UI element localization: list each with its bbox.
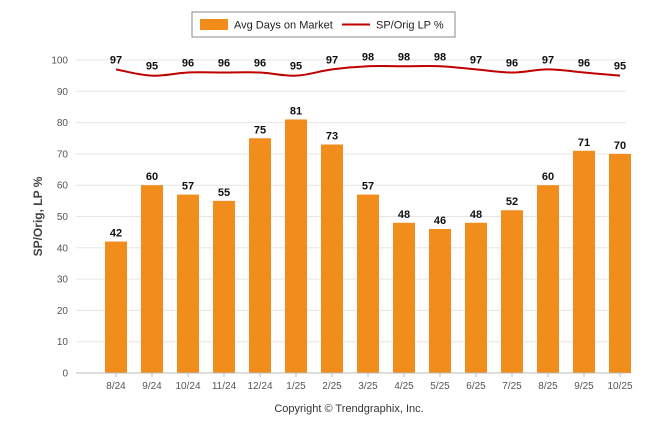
line-value-label: 96 [254,58,266,70]
bar-value-label: 42 [110,228,122,240]
bar-value-label: 73 [326,131,338,143]
legend: Avg Days on Market SP/Orig LP % [191,11,456,38]
bar-value-label: 60 [146,171,158,183]
bar-value-label: 75 [254,124,266,136]
y-tick-label: 0 [62,369,68,380]
bar-3-25 [357,194,379,373]
bar-value-label: 52 [506,196,518,208]
bar-value-label: 55 [218,187,230,199]
axes: 0 10 20 30 40 50 60 70 80 90 100 8/24 9/24 10/24 11/24… [51,56,633,393]
x-tick-label: 2/25 [322,381,342,392]
bar-8-24 [105,241,127,373]
line-value-label: 98 [362,51,374,63]
bar-2-25 [321,144,343,373]
bar-8-25 [537,185,559,373]
y-tick-label: 50 [57,212,69,223]
line-value-label: 97 [326,54,338,66]
bar-value-label: 57 [362,181,374,193]
bar-4-25 [393,222,415,373]
x-tick-label: 3/25 [358,381,378,392]
x-tick-label: 6/25 [466,381,486,392]
x-tick-label: 10/25 [607,381,632,392]
x-tick-label: 1/25 [286,381,306,392]
line-value-label: 98 [434,51,446,63]
y-tick-label: 90 [57,87,69,98]
line-value-label: 96 [182,58,194,70]
x-tick-label: 7/25 [502,381,522,392]
bar-7-25 [501,210,523,373]
x-tick-label: 10/24 [175,381,200,392]
x-tick-label: 8/24 [106,381,126,392]
bar-value-label: 81 [290,105,302,117]
x-tick-label: 12/24 [247,381,272,392]
legend-box [191,11,456,38]
y-tick-label: 80 [57,118,69,129]
x-tick-label: 8/25 [538,381,558,392]
bar-5-25 [429,229,451,373]
legend-swatch-bar [200,19,228,30]
bar-value-label: 70 [614,140,626,152]
line-value-label: 98 [398,51,410,63]
bar-10-25 [609,153,631,373]
bar-9-25 [573,150,595,373]
bar-12-24 [249,138,271,373]
y-tick-label: 40 [57,243,69,254]
sp-orig-line [115,65,621,77]
sp-orig-line-series [115,65,621,77]
x-tick-label: 4/25 [394,381,414,392]
y-tick-label: 10 [57,337,69,348]
bar-value-label: 48 [398,209,410,221]
gridlines [76,59,626,374]
line-value-label: 96 [578,58,590,70]
bar-value-label: 46 [434,215,446,227]
copyright-footer: Copyright © Trendgraphix, Inc. [274,403,423,415]
bar-10-24 [177,194,199,373]
bar-value-label: 57 [182,181,194,193]
line-value-label: 96 [506,58,518,70]
bar-6-25 [465,222,487,373]
x-tick-label: 9/24 [142,381,162,392]
line-value-label: 95 [290,61,302,73]
y-tick-label: 60 [57,181,69,192]
line-value-label: 95 [146,61,158,73]
bars [105,119,631,373]
x-tick-label: 11/24 [212,381,237,392]
x-tick-label: 9/25 [574,381,594,392]
y-tick-label: 30 [57,275,69,286]
line-value-label: 96 [218,58,230,70]
line-value-label: 95 [614,61,626,73]
legend-label-sp-orig: SP/Orig LP % [376,20,444,32]
data-labels: 42 60 57 55 75 81 73 57 48 46 48 52 60 71 70 97 95 96 96 96… [110,51,626,239]
line-value-label: 97 [110,54,122,66]
y-tick-label: 100 [51,56,68,67]
bar-value-label: 48 [470,209,482,221]
y-tick-label: 70 [57,149,69,160]
legend-label-avg-days: Avg Days on Market [234,20,333,32]
line-value-label: 97 [542,54,554,66]
bar-9-24 [141,185,163,373]
line-value-label: 97 [470,54,482,66]
bar-1-25 [285,119,307,373]
y-axis-title: SP/Orig, LP % [31,176,45,256]
y-tick-label: 20 [57,306,69,317]
bar-value-label: 60 [542,171,554,183]
bar-11-24 [213,200,235,373]
x-tick-label: 5/25 [430,381,450,392]
bar-value-label: 71 [578,137,590,149]
